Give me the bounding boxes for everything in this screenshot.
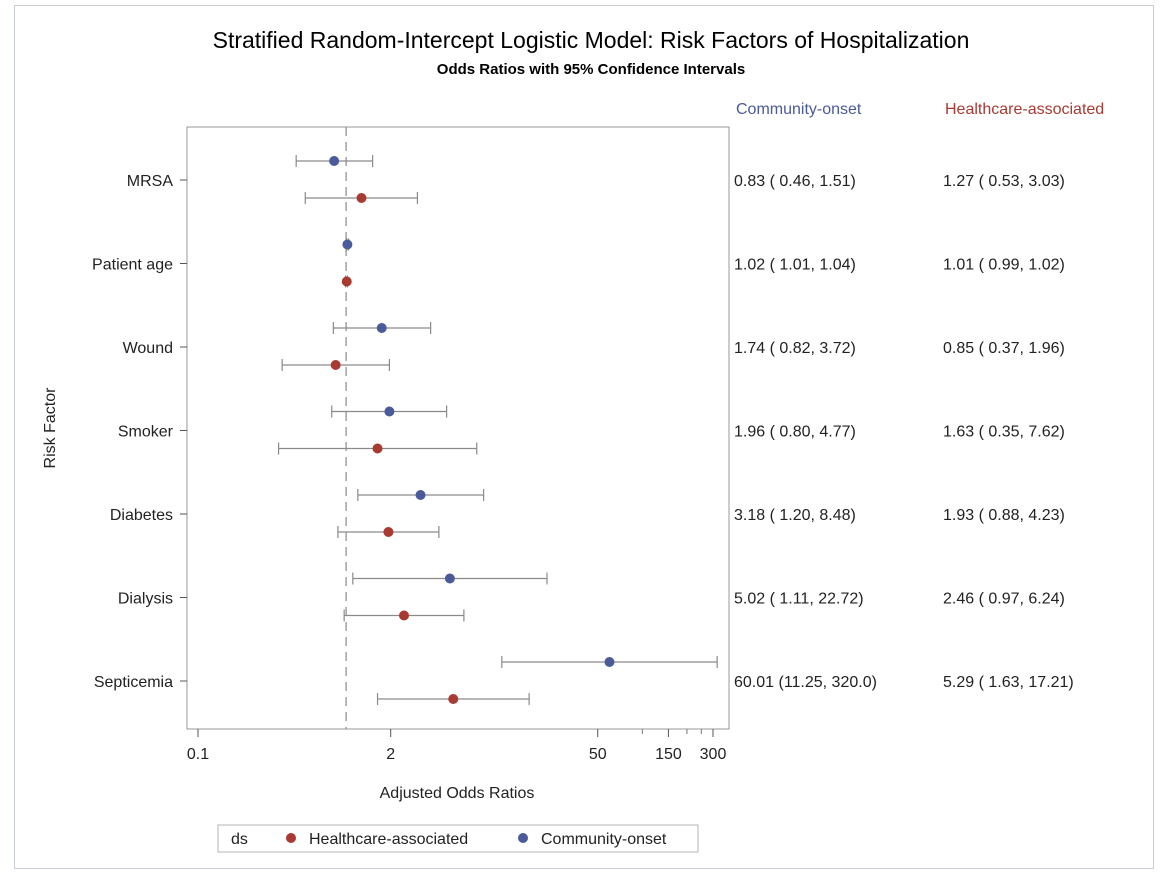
point-healthcare-associated	[341, 276, 352, 287]
value-label-community-onset: 5.02 ( 1.11, 22.72)	[734, 591, 864, 608]
forest-plot: Stratified Random-Intercept Logistic Mod…	[42, 27, 1104, 853]
chart-subtitle: Odds Ratios with 95% Confidence Interval…	[437, 61, 745, 78]
y-tick-label: Diabetes	[110, 507, 173, 524]
point-healthcare-associated	[356, 193, 367, 203]
legend-marker	[286, 833, 296, 843]
value-label-healthcare-associated: 1.01 ( 0.99, 1.02)	[943, 257, 1065, 274]
x-tick-label: 300	[700, 746, 727, 763]
legend-title: ds	[231, 831, 248, 848]
column-header-community-onset: Community-onset	[736, 101, 862, 118]
y-axis-label: Risk Factor	[42, 387, 59, 469]
legend-marker	[518, 833, 528, 843]
value-label-healthcare-associated: 1.27 ( 0.53, 3.03)	[943, 173, 1065, 190]
legend-box	[217, 824, 699, 853]
point-healthcare-associated	[399, 610, 410, 621]
value-label-healthcare-associated: 1.63 ( 0.35, 7.62)	[943, 424, 1065, 441]
value-label-healthcare-associated: 0.85 ( 0.37, 1.96)	[943, 340, 1065, 357]
x-axis-label: Adjusted Odds Ratios	[380, 785, 535, 802]
point-healthcare-associated	[448, 694, 459, 704]
value-label-healthcare-associated: 1.93 ( 0.88, 4.23)	[943, 507, 1065, 524]
y-tick-label: Dialysis	[118, 591, 173, 608]
value-label-community-onset: 60.01 (11.25, 320.0)	[734, 674, 877, 691]
legend-label: Community-onset	[541, 831, 667, 848]
column-header-healthcare-associated: Healthcare-associated	[945, 101, 1104, 118]
x-tick-label: 50	[589, 746, 607, 763]
y-tick-label: Patient age	[92, 257, 173, 274]
y-tick-label: Wound	[123, 340, 173, 357]
point-healthcare-associated	[383, 527, 394, 537]
point-healthcare-associated	[372, 443, 383, 454]
chart-frame: Stratified Random-Intercept Logistic Mod…	[14, 5, 1154, 869]
point-community-onset	[415, 490, 426, 500]
value-label-healthcare-associated: 5.29 ( 1.63, 17.21)	[943, 674, 1074, 691]
point-healthcare-associated	[330, 360, 341, 370]
point-community-onset	[342, 239, 353, 250]
value-label-community-onset: 1.96 ( 0.80, 4.77)	[734, 424, 856, 441]
value-label-community-onset: 3.18 ( 1.20, 8.48)	[734, 507, 856, 524]
value-label-healthcare-associated: 2.46 ( 0.97, 6.24)	[943, 591, 1065, 608]
value-label-community-onset: 1.74 ( 0.82, 3.72)	[734, 340, 856, 357]
point-community-onset	[604, 657, 615, 667]
point-community-onset	[444, 573, 455, 584]
y-tick-label: Septicemia	[94, 674, 173, 691]
x-tick-label: 150	[655, 746, 682, 763]
value-label-community-onset: 1.02 ( 1.01, 1.04)	[734, 257, 856, 274]
plot-area	[186, 126, 730, 730]
point-community-onset	[384, 406, 395, 417]
value-label-community-onset: 0.83 ( 0.46, 1.51)	[734, 173, 856, 190]
point-community-onset	[329, 156, 340, 166]
y-tick-label: Smoker	[118, 424, 174, 441]
chart-title: Stratified Random-Intercept Logistic Mod…	[213, 27, 970, 53]
legend-label: Healthcare-associated	[309, 831, 468, 848]
y-tick-label: MRSA	[127, 173, 174, 190]
x-tick-label: 0.1	[187, 746, 209, 763]
point-community-onset	[376, 323, 387, 333]
x-tick-label: 2	[386, 746, 395, 763]
